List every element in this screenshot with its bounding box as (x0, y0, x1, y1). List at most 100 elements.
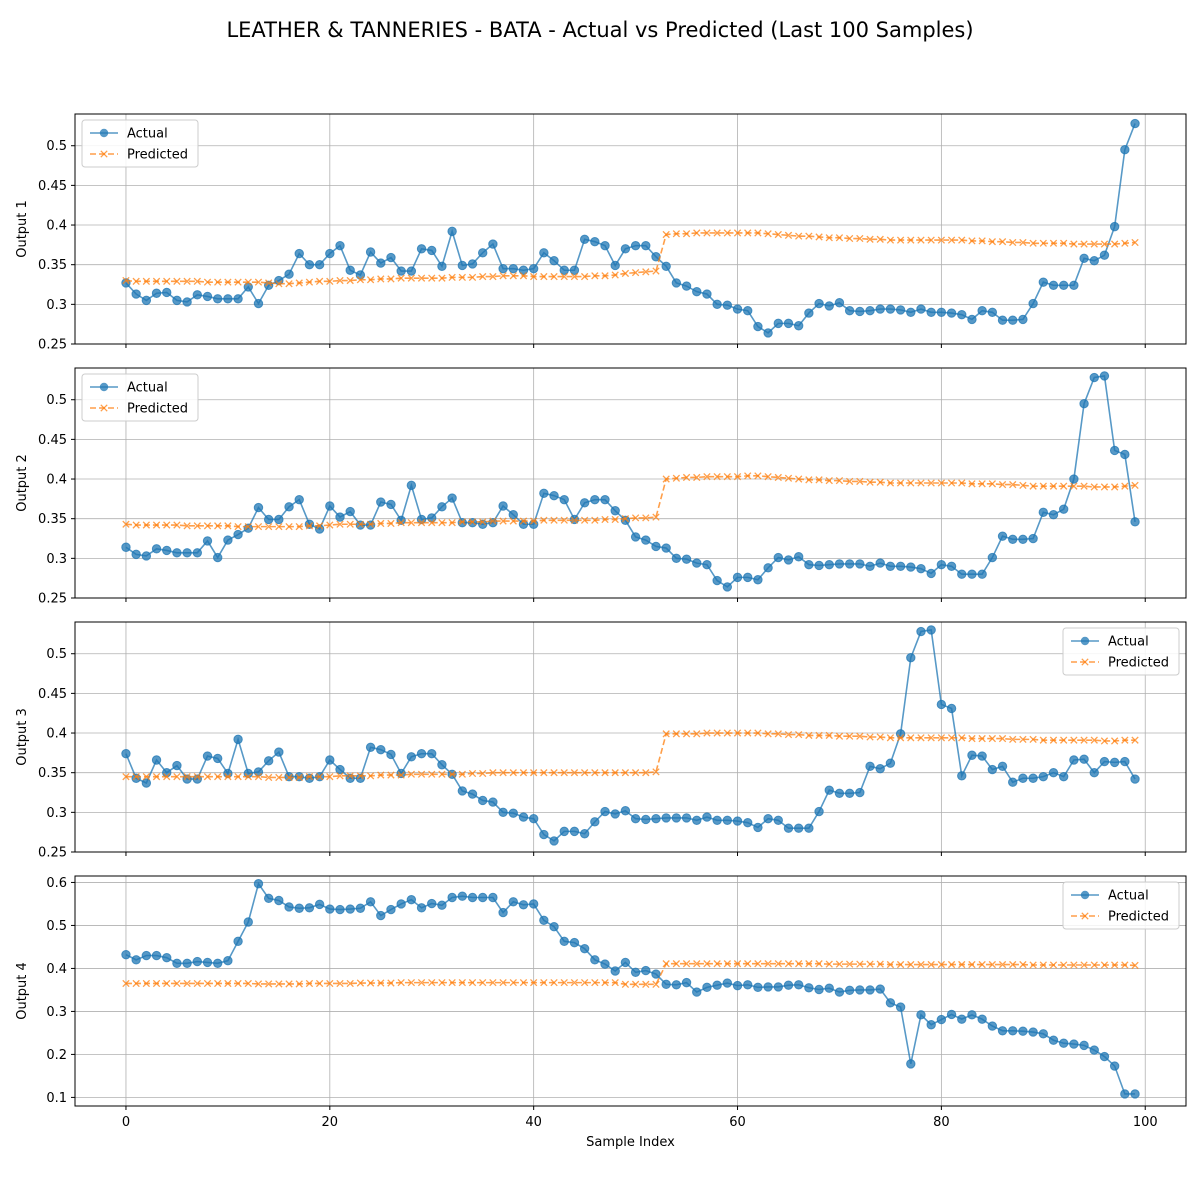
data-point (621, 980, 630, 988)
data-point (265, 522, 273, 531)
data-point (386, 252, 396, 263)
data-point (621, 269, 630, 278)
data-point (825, 234, 833, 242)
data-point (630, 967, 641, 977)
data-point (784, 730, 793, 739)
data-point (620, 957, 631, 968)
data-point (224, 278, 232, 286)
data-point (550, 978, 558, 987)
data-point (549, 490, 559, 501)
data-point (265, 980, 273, 988)
data-point (356, 276, 365, 284)
data-point (681, 977, 692, 988)
data-point (305, 979, 314, 988)
data-point (366, 772, 375, 780)
data-point (122, 772, 130, 781)
y-tick-label: 0.3 (46, 552, 67, 567)
data-point (978, 237, 986, 245)
data-point (805, 232, 813, 240)
data-point (488, 797, 498, 807)
data-point (825, 476, 833, 485)
data-point (131, 549, 141, 560)
data-point (967, 1010, 977, 1020)
data-point (661, 261, 671, 271)
series-predicted (122, 960, 1139, 988)
data-point (132, 521, 140, 529)
data-point (467, 259, 478, 269)
data-point (1049, 482, 1058, 490)
data-point (875, 558, 885, 568)
legend-marker (99, 382, 109, 392)
data-point (478, 795, 488, 806)
subplot-4: 0.1 0.2 0.3 0.4 0.5 0.6 0 20 40 60 80 100 Output 4 Ac… (15, 875, 1187, 1130)
legend-marker (1081, 658, 1089, 666)
data-point (366, 979, 375, 987)
data-point (386, 904, 396, 915)
data-point (569, 265, 580, 275)
data-point (917, 236, 925, 244)
data-point (926, 625, 936, 635)
data-point (406, 266, 417, 276)
data-point (407, 978, 416, 987)
data-point (479, 769, 487, 778)
data-point (141, 778, 152, 788)
data-point (926, 1020, 936, 1030)
data-point (773, 552, 783, 563)
y-tick-label: 0.45 (38, 433, 67, 448)
data-point (131, 289, 141, 299)
data-point (641, 965, 651, 976)
data-point (845, 732, 854, 740)
series-line-actual (125, 123, 1136, 334)
data-point (590, 494, 600, 505)
data-point (406, 894, 417, 905)
data-point (122, 979, 130, 988)
data-point (590, 955, 600, 965)
data-point (906, 307, 916, 317)
data-point (997, 315, 1008, 325)
data-point (1070, 736, 1078, 744)
data-point (1039, 961, 1047, 969)
data-point (509, 517, 517, 525)
data-point (489, 272, 497, 281)
data-point (345, 265, 355, 275)
data-point (1120, 449, 1130, 460)
data-point (458, 518, 466, 526)
data-point (1100, 483, 1109, 491)
data-point (1080, 961, 1088, 969)
data-point (795, 475, 803, 483)
data-point (427, 898, 437, 909)
data-point (263, 756, 274, 766)
data-point (866, 478, 874, 486)
data-point (702, 289, 712, 299)
data-point (438, 274, 446, 282)
data-point (1089, 767, 1099, 778)
data-point (1008, 534, 1018, 545)
data-point (468, 978, 477, 987)
data-point (1008, 777, 1018, 787)
subplot-3: 0.25 0.3 0.35 0.4 0.45 0.5 Output 3 Actual Predi… (15, 621, 1187, 861)
legend-label: Actual (1108, 889, 1149, 904)
data-point (865, 985, 875, 995)
data-point (591, 978, 599, 987)
data-point (570, 978, 579, 987)
data-point (1008, 315, 1018, 325)
data-point (530, 272, 538, 281)
data-point (722, 815, 733, 825)
y-axis-label: Output 2 (15, 454, 30, 512)
data-point (1039, 736, 1047, 744)
data-point (1009, 480, 1017, 489)
data-point (732, 816, 743, 826)
data-point (793, 552, 804, 562)
data-point (1038, 507, 1049, 518)
data-point (519, 978, 528, 987)
data-point (1048, 1035, 1059, 1045)
data-point (233, 936, 243, 947)
data-point (275, 980, 283, 988)
data-point (917, 734, 925, 742)
data-point (569, 826, 580, 837)
data-point (682, 730, 691, 738)
data-point (947, 734, 956, 742)
data-point (875, 984, 885, 994)
data-point (620, 515, 631, 525)
data-point (304, 773, 315, 783)
